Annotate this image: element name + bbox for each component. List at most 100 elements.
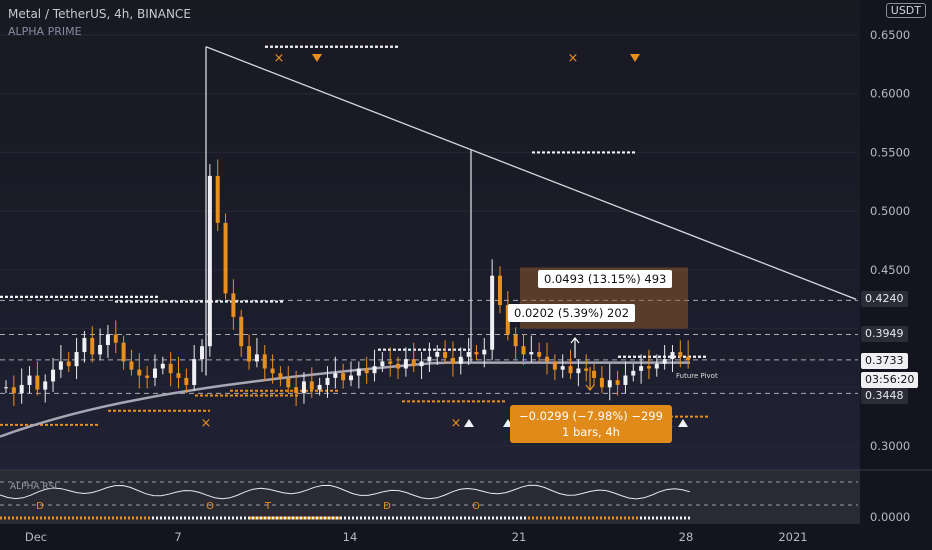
candle-body	[537, 352, 542, 357]
indicator-name[interactable]: ALPHA PRIME	[8, 25, 82, 38]
price-badge-2: 0.3733	[861, 353, 908, 369]
candle-body	[396, 363, 401, 369]
gridlines	[0, 34, 858, 447]
trendline[interactable]	[205, 46, 857, 376]
moving-average	[0, 361, 690, 438]
candle-body	[215, 175, 220, 223]
candle-body	[576, 368, 581, 374]
candle-body	[686, 356, 691, 361]
x-tick-label: 28	[679, 530, 694, 544]
candle-body	[646, 366, 651, 369]
candle-body	[607, 380, 612, 388]
x-tick-label: 7	[174, 530, 181, 544]
trendline-line	[205, 46, 857, 300]
measure-box-1[interactable]: 0.0493 (13.15%) 493	[538, 270, 673, 288]
candle-body	[482, 349, 487, 355]
candle-body	[388, 361, 393, 364]
measure-arrow-up	[570, 337, 580, 358]
measure-box-3-bars: 1 bars, 4h	[562, 425, 620, 439]
candle-body	[51, 369, 56, 382]
candle-body	[286, 377, 291, 388]
rsi-letter: O	[206, 501, 214, 512]
candle-body	[74, 352, 79, 367]
candle-body	[168, 363, 173, 374]
candle-body	[505, 305, 510, 335]
countdown-badge: 03:56:20	[861, 372, 919, 388]
measure-box-2[interactable]: 0.0202 (5.39%) 202	[508, 304, 636, 322]
currency-button[interactable]: USDT	[885, 3, 926, 18]
candle-body	[380, 361, 385, 367]
x-axis-ticks: Dec 7 14 21 28 2021	[25, 530, 808, 544]
candle-body	[474, 352, 479, 355]
candle-body	[670, 352, 675, 360]
candle-body	[98, 345, 103, 355]
measure-box-3-value: −0.0299 (−7.98%) −299	[519, 409, 663, 423]
candle-body	[270, 368, 275, 374]
candle-body	[662, 359, 667, 364]
candle-body	[419, 361, 424, 367]
candle-body	[278, 373, 283, 378]
x-tick-label: 2021	[778, 530, 807, 544]
candle-body	[4, 387, 8, 389]
candle-body	[435, 352, 440, 357]
measure-box-3[interactable]: −0.0299 (−7.98%) −299 1 bars, 4h	[510, 405, 672, 443]
buy-triangle	[678, 419, 688, 427]
rsi-letter: O	[472, 501, 480, 512]
candle-body	[411, 359, 416, 367]
rsi-label: ALPHA RSI	[10, 482, 58, 492]
candle-body	[552, 361, 557, 370]
candle-body	[592, 370, 597, 378]
candle-body	[372, 366, 377, 374]
candle-body	[403, 359, 408, 369]
candle-body	[458, 356, 463, 364]
candle-body	[239, 316, 244, 347]
y-tick-label: 0.6000	[870, 87, 910, 101]
price-badge-4: 0.3448	[861, 388, 908, 404]
y-tick-label: 0.5000	[870, 204, 910, 218]
y-tick-label: 0.4500	[870, 263, 910, 277]
candle-body	[560, 366, 565, 370]
candle-body	[631, 370, 636, 376]
candle-body	[160, 363, 165, 369]
candle-body	[584, 368, 589, 371]
candle-body	[623, 375, 628, 385]
candle-body	[129, 361, 134, 370]
candle-body	[137, 369, 142, 376]
candle-body	[521, 346, 526, 355]
x-marker: ×	[451, 416, 462, 431]
y-tick-label: 0.6500	[870, 28, 910, 42]
candle-body	[105, 334, 110, 346]
x-marker: ×	[568, 51, 579, 66]
candle-body	[121, 342, 126, 362]
candle-body	[200, 346, 205, 360]
candle-body	[513, 334, 518, 347]
candle-body	[247, 346, 252, 362]
candle-body	[497, 275, 502, 306]
candle-body	[82, 337, 87, 353]
candle-body	[654, 363, 659, 369]
candle-body	[90, 337, 95, 355]
rsi-letter: D	[383, 501, 391, 512]
candle-body	[599, 377, 604, 388]
candle-body	[254, 354, 259, 362]
chart-header: Metal / TetherUS, 4h, BINANCE ALPHA PRIM…	[8, 6, 191, 40]
rsi-letter: T	[264, 501, 272, 512]
candle-body	[301, 381, 306, 394]
x-marker: ×	[201, 416, 212, 431]
candle-body	[27, 375, 32, 385]
future-pivot-label: Future Pivot	[676, 372, 718, 380]
candle-body	[317, 384, 322, 390]
ma-line	[0, 361, 690, 438]
candle-body	[639, 366, 644, 371]
candle-body	[35, 375, 40, 390]
signal-markers: ×××××	[201, 51, 688, 432]
rsi-panel-bg	[0, 470, 860, 524]
symbol-title[interactable]: Metal / TetherUS, 4h, BINANCE	[8, 7, 191, 21]
price-badge-1: 0.3949	[861, 326, 908, 342]
candle-body	[176, 373, 181, 378]
x-tick-label: 21	[512, 530, 527, 544]
candle-body	[678, 352, 683, 357]
measure-arrow-down	[585, 367, 595, 391]
